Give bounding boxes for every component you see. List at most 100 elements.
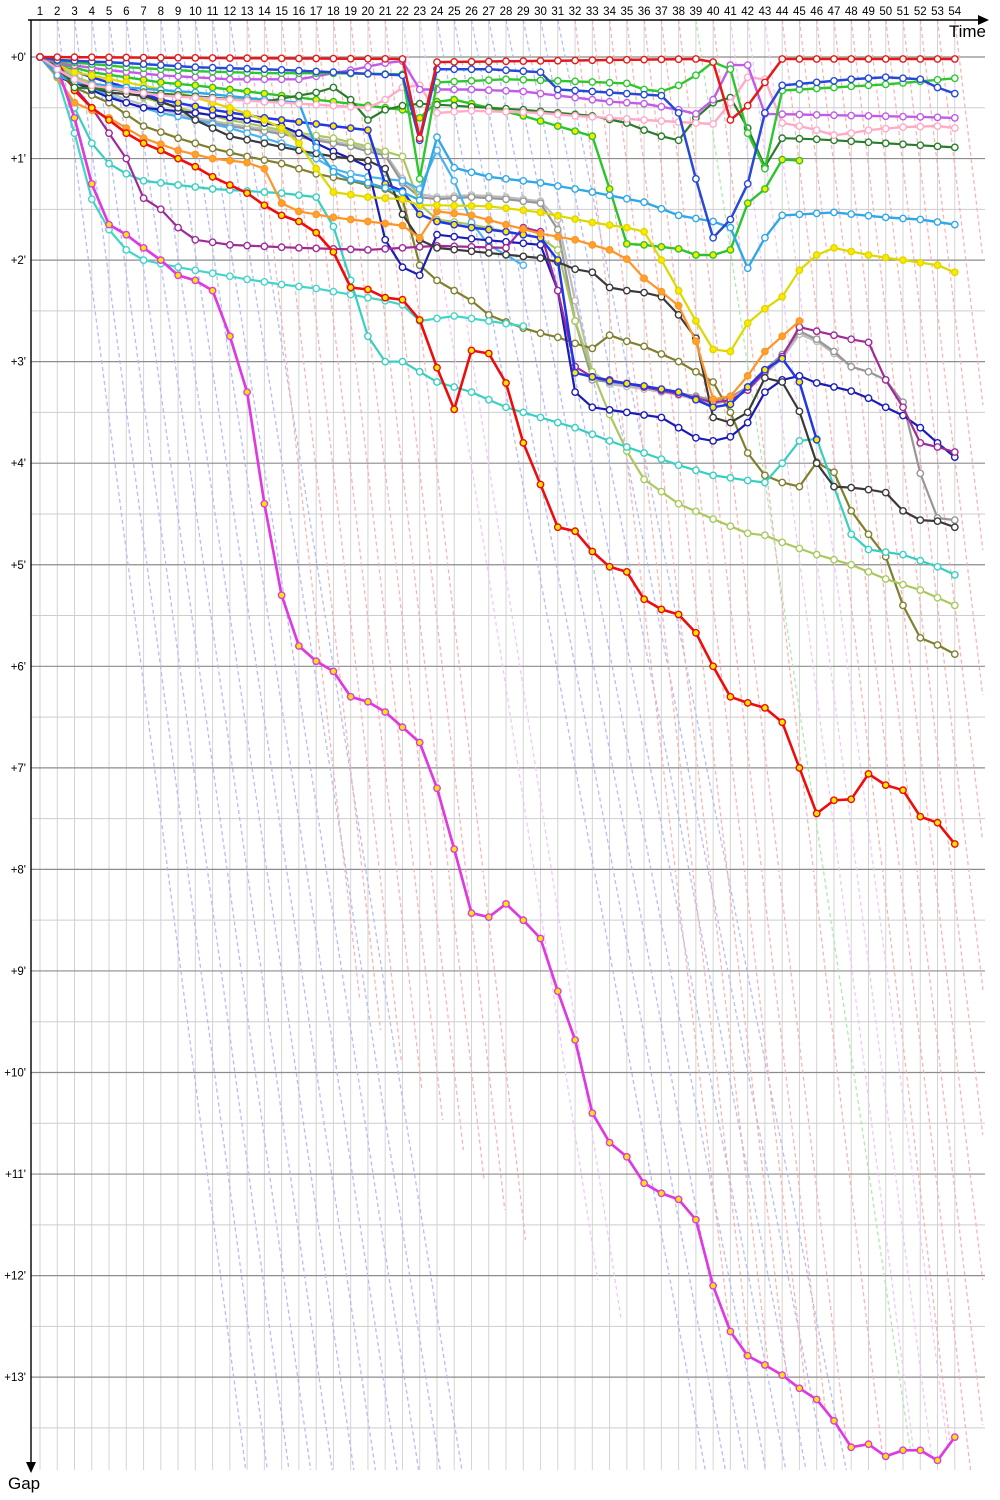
marker-gray-lap-26 [467, 193, 476, 202]
lap-label-9: 9 [175, 6, 181, 18]
marker-yellowgreen-lap-19 [346, 138, 355, 147]
marker-khaki-lap-15 [277, 159, 286, 168]
marker-turquoise-lap-48 [847, 530, 856, 539]
marker-black-lap-28 [502, 250, 510, 259]
marker-blue-lap-37 [657, 91, 666, 100]
marker-navy-lap-35 [622, 408, 631, 417]
marker-royal-lap-45 [795, 378, 804, 386]
marker-turquoise-lap-26 [467, 388, 476, 396]
marker-pink-lap-44 [778, 119, 787, 127]
marker-red2-lap-27 [484, 349, 493, 358]
marker-green2-lap-44 [778, 155, 787, 164]
marker-red2-lap-36 [640, 595, 648, 604]
marker-khaki-lap-42 [743, 449, 752, 457]
marker-turquoise-lap-21 [381, 357, 390, 366]
marker-yellow-lap-25 [450, 201, 459, 210]
lap-label-14: 14 [258, 6, 271, 18]
marker-yellow-lap-15 [277, 124, 286, 133]
marker-blue-lap-40 [709, 233, 717, 242]
x-tick-labels: 1 2 3 4 5 6 7 8 9 10 11 12 13 14 15 16 17 18 19 20 21 22 23 24 2… [37, 6, 962, 18]
marker-red-lap-35 [622, 55, 631, 64]
marker-orange-lap-14 [260, 164, 269, 173]
lap-label-31: 31 [551, 6, 564, 18]
marker-turquoise-lap-30 [536, 413, 545, 422]
marker-royal-lap-10 [191, 102, 200, 111]
marker-orange-lap-30 [536, 229, 545, 238]
lapped-line-lap-42 [747, 19, 932, 1456]
lap-label-29: 29 [517, 6, 530, 18]
marker-red-lap-1 [36, 53, 44, 61]
lapped-line-lap-28 [505, 19, 787, 1471]
marker-teal-lap-10 [191, 266, 200, 275]
marker-green2-lap-33 [588, 132, 597, 141]
marker-magenta-lap-18 [329, 667, 338, 676]
marker-red2-lap-9 [174, 154, 183, 163]
marker-turquoise-lap-14 [260, 188, 269, 197]
marker-yellow-lap-36 [640, 227, 648, 236]
marker-gray-lap-31 [553, 225, 562, 234]
marker-orange-lap-28 [502, 220, 510, 229]
marker-violet-lap-34 [605, 97, 614, 106]
marker-yellowgreen-lap-32 [571, 317, 579, 325]
marker-skyblue-lap-18 [329, 167, 338, 176]
lapped-line-lap-5 [108, 19, 312, 1471]
marker-orange-lap-44 [778, 332, 787, 341]
marker-royal-lap-43 [761, 365, 769, 374]
marker-green2-lap-9 [174, 80, 183, 88]
marker-yellow-lap-5 [105, 75, 113, 83]
marker-magenta-lap-46 [812, 1395, 821, 1404]
marker-orange-lap-41 [726, 392, 735, 401]
marker-yellow-lap-51 [899, 256, 907, 264]
marker-teal-lap-4 [87, 195, 96, 204]
marker-yellow-lap-48 [847, 247, 856, 256]
lap-label-32: 32 [569, 6, 582, 18]
marker-red2-lap-53 [933, 818, 942, 827]
marker-pink-lap-34 [605, 114, 614, 122]
marker-turquoise-lap-24 [433, 378, 441, 386]
marker-red2-lap-31 [553, 523, 562, 532]
marker-royal-lap-23 [415, 210, 424, 219]
marker-turquoise-lap-16 [294, 191, 303, 200]
marker-orange-lap-23 [415, 233, 424, 242]
lapped-line-lap-32 [574, 19, 730, 1326]
marker-magenta-lap-52 [916, 1446, 925, 1455]
marker-skyblue-lap-37 [657, 204, 666, 213]
marker-magenta-lap-40 [709, 1281, 717, 1290]
marker-green2-lap-41 [726, 245, 735, 254]
marker-blue-lap-15 [277, 66, 286, 74]
marker-blue-lap-32 [571, 86, 579, 95]
marker-yellow-lap-22 [398, 195, 407, 204]
marker-teal-lap-14 [260, 277, 269, 286]
marker-green-lap-31 [553, 77, 562, 85]
marker-green-lap-42 [743, 129, 752, 138]
marker-turquoise-lap-20 [363, 332, 372, 341]
marker-teal-lap-20 [363, 293, 372, 302]
marker-blue-lap-10 [191, 63, 200, 72]
marker-royal-lap-9 [174, 99, 183, 107]
marker-skyblue-lap-49 [864, 211, 873, 220]
marker-pink-lap-47 [830, 131, 838, 140]
marker-turquoise-lap-54 [950, 571, 959, 579]
marker-violet-lap-36 [640, 99, 648, 108]
marker-yellow-lap-16 [294, 139, 303, 148]
lap-label-51: 51 [897, 6, 910, 18]
marker-orange-lap-12 [225, 156, 234, 165]
marker-yellow-lap-12 [225, 103, 234, 112]
marker-yellow-lap-37 [657, 256, 666, 264]
marker-yellowgreen-lap-22 [398, 152, 407, 161]
series-black [36, 53, 959, 532]
marker-blue-lap-27 [484, 65, 493, 74]
marker-pink-lap-9 [174, 92, 183, 101]
marker-skyblue-lap-45 [795, 210, 804, 219]
marker-yellow-lap-43 [761, 304, 769, 313]
series-turquoise [36, 53, 959, 579]
marker-red-lap-16 [294, 54, 303, 63]
marker-black-lap-19 [346, 154, 355, 163]
marker-blue-lap-45 [795, 80, 804, 88]
marker-khaki-lap-45 [795, 482, 804, 491]
gap-label-5: +5' [11, 560, 26, 572]
lap-label-5: 5 [106, 6, 112, 18]
marker-teal-lap-11 [208, 269, 217, 278]
lapped-line-lap-41 [729, 19, 915, 1451]
